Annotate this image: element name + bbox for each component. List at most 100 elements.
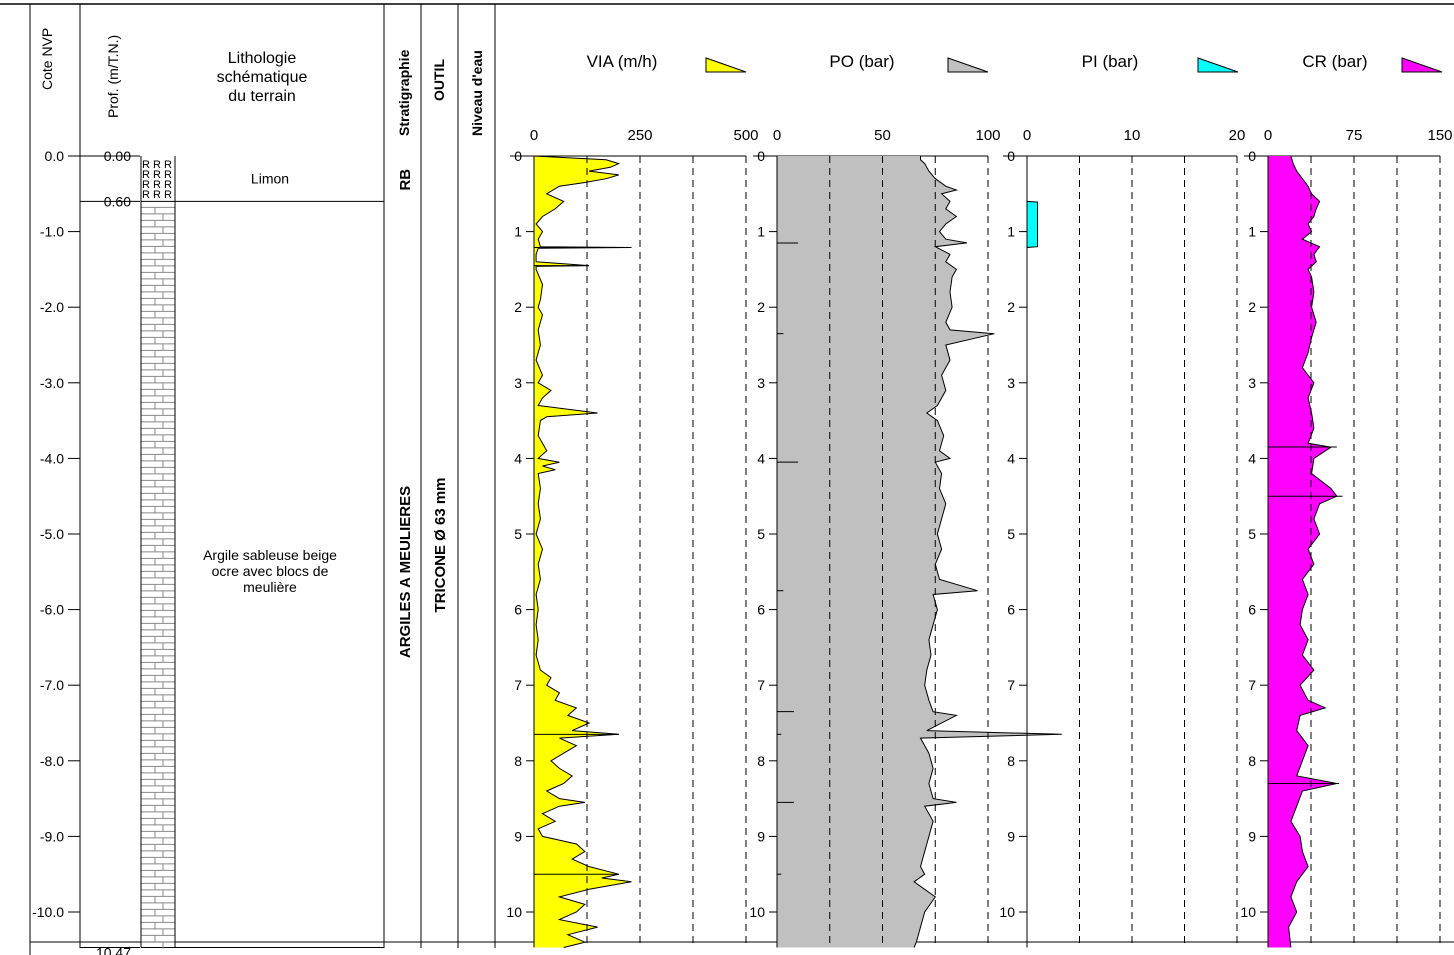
tool-label: TRICONE Ø 63 mm xyxy=(432,477,449,612)
cote-header: Cote NVP xyxy=(39,28,55,90)
depth-tick-label: 0 xyxy=(757,148,765,164)
depth-tick-label: 8 xyxy=(514,753,522,769)
depth-tick-label: 9 xyxy=(1007,828,1015,844)
depth-tick-label: 2 xyxy=(1248,299,1256,315)
strat-label: ARGILES A MEULIERES xyxy=(397,486,414,658)
legend-swatch xyxy=(705,57,747,73)
prof-label: 0.60 xyxy=(104,193,131,209)
depth-tick-label: 2 xyxy=(757,299,765,315)
depth-tick-label: 0 xyxy=(1248,148,1256,164)
depth-tick-label: 7 xyxy=(514,677,522,693)
depth-tick-label: 3 xyxy=(757,375,765,391)
depth-tick-label: 1 xyxy=(1248,224,1256,240)
x-tick-label: 0 xyxy=(1023,127,1031,144)
depth-tick-label: 5 xyxy=(1007,526,1015,542)
curve-line xyxy=(533,155,632,948)
litho-pattern-clay xyxy=(141,206,175,949)
legend-swatch xyxy=(947,57,989,73)
strat-label: RB xyxy=(397,169,414,191)
depth-tick-label: 6 xyxy=(1007,602,1015,618)
cote-label: -5.0 xyxy=(40,526,64,542)
panel-title: VIA (m/h) xyxy=(587,52,658,71)
rb-glyph: R xyxy=(142,189,150,201)
rb-glyph: R xyxy=(142,179,150,191)
curve-fill xyxy=(1268,156,1337,948)
x-tick-label: 0 xyxy=(530,127,538,144)
x-tick-label: 500 xyxy=(733,127,758,144)
rb-glyph: R xyxy=(164,179,172,191)
layer-description: ocre avec blocs de xyxy=(212,563,329,579)
panel-title: CR (bar) xyxy=(1302,52,1367,71)
prof-label: 10.47 xyxy=(96,945,131,955)
x-tick-label: 150 xyxy=(1427,127,1452,144)
depth-tick-label: 5 xyxy=(514,526,522,542)
rb-glyph: R xyxy=(153,179,161,191)
layer-description: Limon xyxy=(251,171,289,187)
cote-label: -7.0 xyxy=(40,677,64,693)
depth-tick-label: 4 xyxy=(1007,450,1015,466)
x-tick-label: 0 xyxy=(1264,127,1272,144)
x-tick-label: 0 xyxy=(773,127,781,144)
niveau-header: Niveau d'eau xyxy=(469,50,485,136)
rb-glyph: R xyxy=(164,169,172,181)
rb-glyph: R xyxy=(164,159,172,171)
depth-tick-label: 7 xyxy=(757,677,765,693)
depth-tick-label: 6 xyxy=(1248,602,1256,618)
prof-label: 0.00 xyxy=(104,148,131,164)
cote-label: -6.0 xyxy=(40,602,64,618)
cote-label: -1.0 xyxy=(40,224,64,240)
outil-header: OUTIL xyxy=(431,59,447,101)
depth-tick-label: 3 xyxy=(1248,375,1256,391)
curve-fill xyxy=(777,156,1062,948)
layer-description: Argile sableuse beige xyxy=(203,547,337,563)
panel-pi: PI (bar) 0 10 20 0 1 2 3 4 5 6 7 8 9 10 xyxy=(999,52,1245,948)
prof-header: Prof. (m/T.N.) xyxy=(105,35,121,118)
panel-via: VIA (m/h) 0 250 500 0 1 2 3 4 5 6 7 8 9 10 xyxy=(506,52,759,948)
depth-tick-label: 10 xyxy=(506,904,522,920)
x-tick-label: 10 xyxy=(1124,127,1141,144)
panel-cr: CR (bar) 0 75 150 0 1 2 3 4 5 6 7 8 9 10 xyxy=(1240,52,1453,948)
depth-tick-label: 9 xyxy=(514,828,522,844)
cote-label: 0.0 xyxy=(45,148,65,164)
depth-tick-label: 2 xyxy=(514,299,522,315)
rb-glyph: R xyxy=(142,169,150,181)
depth-tick-label: 6 xyxy=(514,602,522,618)
rb-glyph: R xyxy=(153,169,161,181)
depth-tick-label: 8 xyxy=(1007,753,1015,769)
curve-fill xyxy=(1027,156,1038,948)
depth-tick-label: 10 xyxy=(749,904,765,920)
curve-line xyxy=(1026,156,1038,948)
layer-description: meulière xyxy=(243,579,297,595)
rb-glyph: R xyxy=(153,189,161,201)
legend-swatch xyxy=(1197,57,1239,73)
depth-tick-label: 7 xyxy=(1248,677,1256,693)
depth-tick-label: 5 xyxy=(1248,526,1256,542)
litho-header-line: du terrain xyxy=(228,88,296,105)
cote-label: -9.0 xyxy=(40,828,64,844)
depth-tick-label: 10 xyxy=(999,904,1015,920)
depth-tick-label: 3 xyxy=(514,375,522,391)
depth-tick-label: 5 xyxy=(757,526,765,542)
depth-tick-label: 1 xyxy=(1007,224,1015,240)
depth-tick-label: 10 xyxy=(1240,904,1256,920)
cote-label: -8.0 xyxy=(40,753,64,769)
litho-header-line: schématique xyxy=(217,69,308,86)
depth-tick-label: 4 xyxy=(1248,450,1256,466)
depth-tick-label: 8 xyxy=(757,753,765,769)
depth-tick-label: 7 xyxy=(1007,677,1015,693)
x-tick-label: 20 xyxy=(1229,127,1246,144)
panel-title: PI (bar) xyxy=(1082,52,1139,71)
depth-tick-label: 9 xyxy=(757,828,765,844)
curve-line xyxy=(913,156,1062,948)
depth-tick-label: 8 xyxy=(1248,753,1256,769)
cote-label: -10.0 xyxy=(32,904,64,920)
strat-header: Stratigraphie xyxy=(396,49,412,136)
depth-tick-label: 0 xyxy=(1007,148,1015,164)
cote-label: -4.0 xyxy=(40,450,64,466)
litho-header-line: Lithologie xyxy=(228,50,297,67)
depth-tick-label: 1 xyxy=(514,224,522,240)
panel-title: PO (bar) xyxy=(829,52,894,71)
litho-pattern-RB: R R RR R RR R RR R R xyxy=(142,159,172,201)
legend-swatch xyxy=(1401,57,1443,73)
